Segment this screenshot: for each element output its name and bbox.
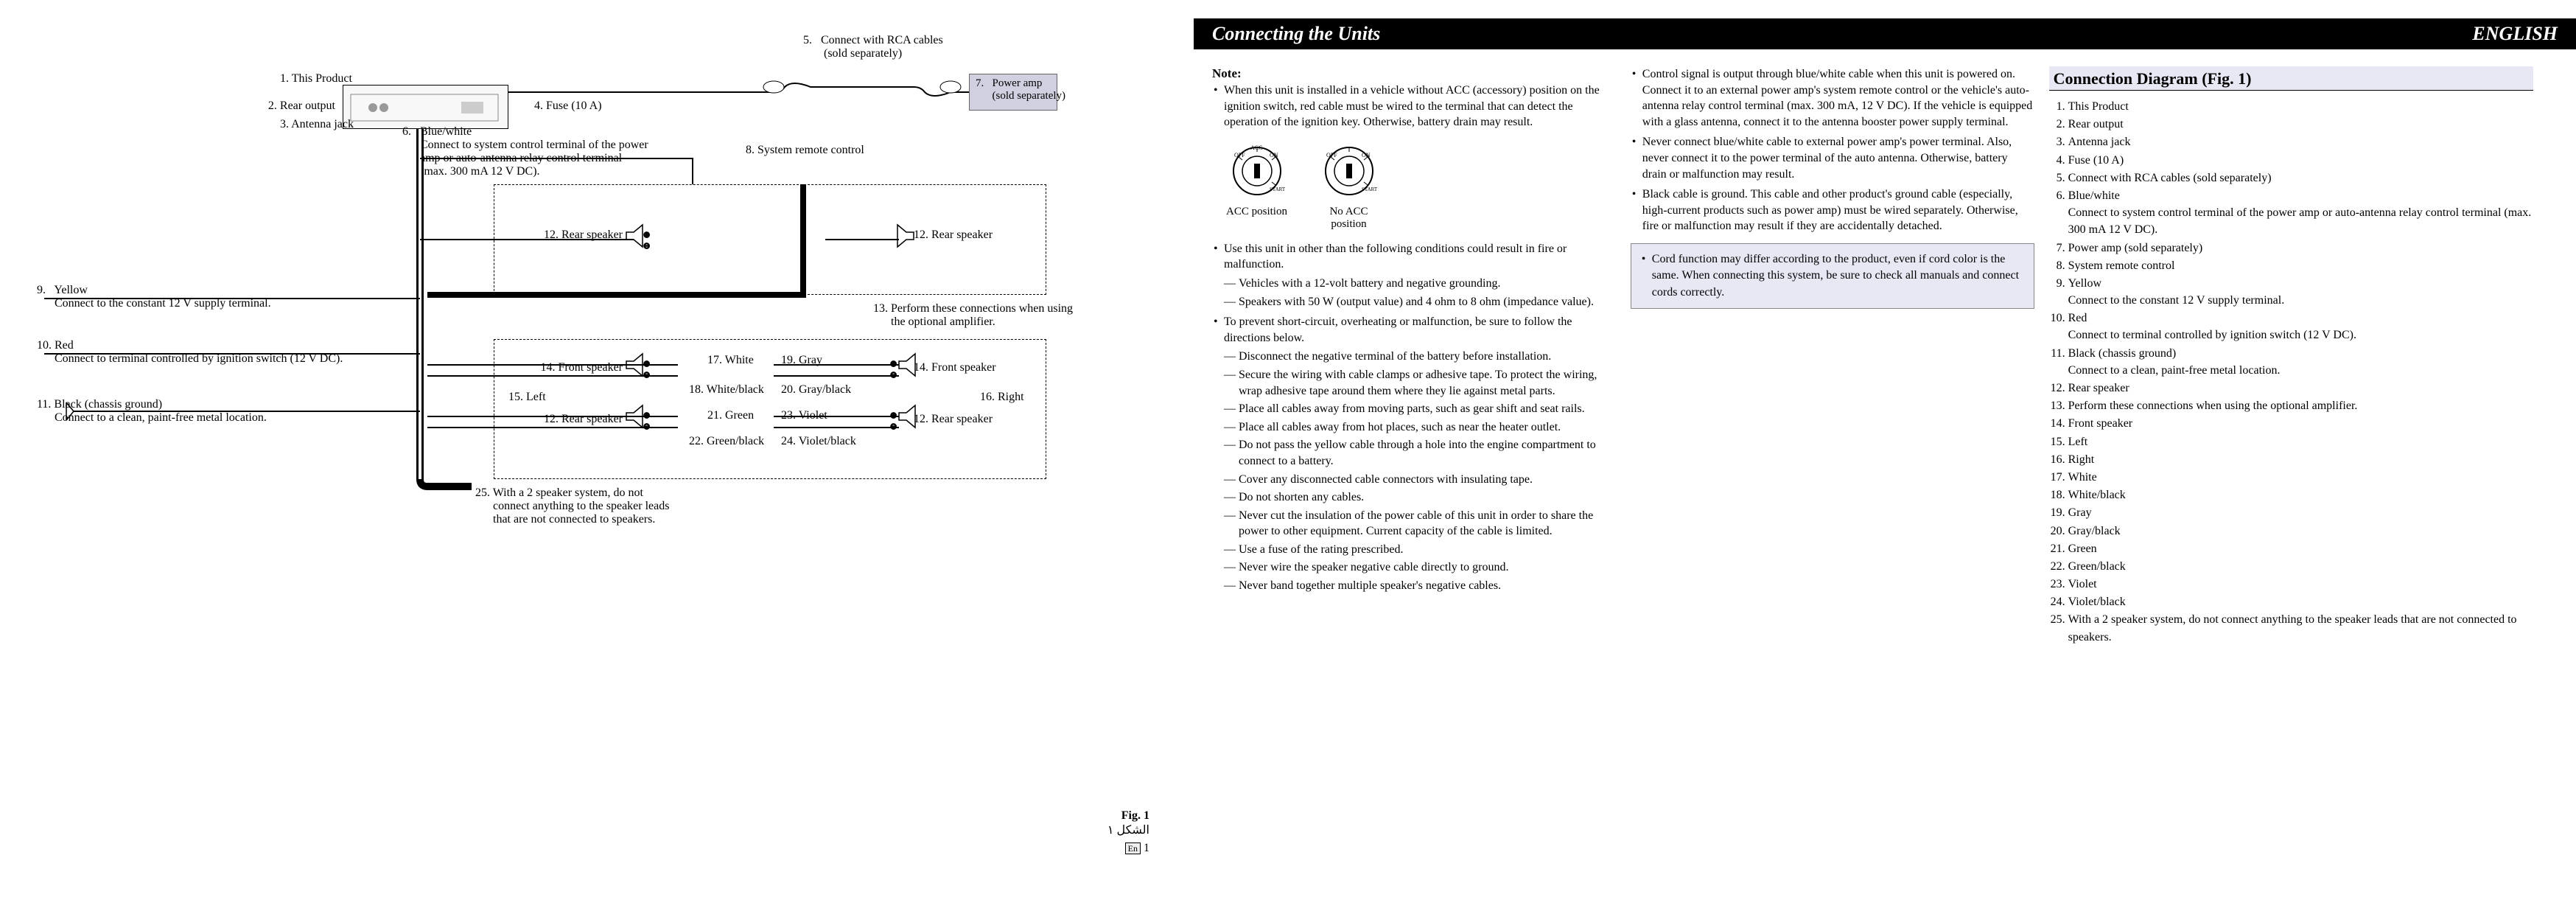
note-subitem: Vehicles with a 12-volt battery and nega… xyxy=(1224,276,1616,292)
note-item: Use this unit in other than the followin… xyxy=(1212,241,1616,310)
note-subitem: Do not shorten any cables. xyxy=(1224,489,1616,506)
cord-info-text: Cord function may differ according to th… xyxy=(1642,251,2023,301)
notes-col-1: Note: When this unit is installed in a v… xyxy=(1212,66,1616,646)
note-subitem: Secure the wiring with cable clamps or a… xyxy=(1224,367,1616,399)
note-heading: Note: xyxy=(1212,66,1616,81)
legend-item: 24.Violet/black xyxy=(2049,593,2533,610)
note-subitem: Use a fuse of the rating prescribed. xyxy=(1224,542,1616,558)
header-title: Connecting the Units xyxy=(1212,23,1380,45)
notes-col-2: Control signal is output through blue/wh… xyxy=(1631,66,2034,646)
legend-item: 4.Fuse (10 A) xyxy=(2049,152,2533,169)
note-subitem: Cover any disconnected cable connectors … xyxy=(1224,472,1616,488)
note-item: Black cable is ground. This cable and ot… xyxy=(1631,186,2034,234)
svg-text:⊕: ⊕ xyxy=(890,411,897,420)
dial-no-acc: OFFONSTARTNo ACC position xyxy=(1317,141,1380,231)
svg-text:⊖: ⊖ xyxy=(643,371,650,380)
legend-title: Connection Diagram (Fig. 1) xyxy=(2049,66,2533,91)
svg-text:ACC: ACC xyxy=(1250,144,1262,151)
legend-item: 8.System remote control xyxy=(2049,257,2533,274)
legend-item: 20.Gray/black xyxy=(2049,523,2533,540)
note-subitem: Never band together multiple speaker's n… xyxy=(1224,578,1616,594)
fig-ar: الشكل ١ xyxy=(1107,823,1149,837)
legend-item: 7.Power amp (sold separately) xyxy=(2049,240,2533,257)
svg-text:⊕: ⊕ xyxy=(643,231,650,240)
svg-text:ON: ON xyxy=(1270,152,1278,158)
svg-text:⊖: ⊖ xyxy=(643,242,650,251)
legend-item: 12.Rear speaker xyxy=(2049,380,2533,397)
note-item: Control signal is output through blue/wh… xyxy=(1631,66,2034,130)
svg-text:⊕: ⊕ xyxy=(643,411,650,420)
legend-item: 14.Front speaker xyxy=(2049,415,2533,432)
fig-page: 1 xyxy=(1144,842,1149,854)
svg-text:⊖: ⊖ xyxy=(643,422,650,431)
svg-text:⊕: ⊕ xyxy=(643,360,650,369)
legend-item: 9.YellowConnect to the constant 12 V sup… xyxy=(2049,275,2533,309)
legend-item: 11.Black (chassis ground)Connect to a cl… xyxy=(2049,345,2533,379)
legend-item: 13.Perform these connections when using … xyxy=(2049,397,2533,414)
note-subitem: Never cut the insulation of the power ca… xyxy=(1224,508,1616,540)
legend-item: 17.White xyxy=(2049,469,2533,486)
ignition-dials: OFFACCONSTARTACC positionOFFONSTARTNo AC… xyxy=(1225,141,1616,231)
legend-item: 23.Violet xyxy=(2049,576,2533,593)
legend-item: 3.Antenna jack xyxy=(2049,133,2533,150)
wire-svg: ⊕ ⊖ ⊕ ⊖ ⊕ ⊖ ⊕ ⊖ ⊕ ⊖ xyxy=(29,29,1164,885)
svg-text:ON: ON xyxy=(1362,152,1371,158)
legend-item: 25.With a 2 speaker system, do not conne… xyxy=(2049,611,2533,645)
svg-text:OFF: OFF xyxy=(1326,152,1337,158)
legend-item: 5.Connect with RCA cables (sold separate… xyxy=(2049,170,2533,186)
legend-item: 18.White/black xyxy=(2049,486,2533,503)
legend-item: 10.RedConnect to terminal controlled by … xyxy=(2049,310,2533,343)
svg-text:OFF: OFF xyxy=(1234,152,1245,158)
cord-info-box: Cord function may differ according to th… xyxy=(1631,243,2034,309)
legend-item: 19.Gray xyxy=(2049,504,2533,521)
note-subitem: Disconnect the negative terminal of the … xyxy=(1224,349,1616,365)
note-subitem: Place all cables away from moving parts,… xyxy=(1224,401,1616,417)
header-lang: ENGLISH xyxy=(2472,23,2558,45)
note-item: When this unit is installed in a vehicle… xyxy=(1212,83,1616,130)
legend-item: 22.Green/black xyxy=(2049,558,2533,575)
fig-en: Fig. 1 xyxy=(1107,809,1149,823)
note-item: Never connect blue/white cable to extern… xyxy=(1631,134,2034,182)
note-subitem: Speakers with 50 W (output value) and 4 … xyxy=(1224,294,1616,310)
right-page: Connecting the Units ENGLISH Note: When … xyxy=(1194,0,2576,914)
note-subitem: Do not pass the yellow cable through a h… xyxy=(1224,437,1616,469)
page-header: Connecting the Units ENGLISH xyxy=(1194,18,2576,49)
note-subitem: Place all cables away from hot places, s… xyxy=(1224,419,1616,436)
svg-text:⊕: ⊕ xyxy=(890,360,897,369)
svg-text:⊖: ⊖ xyxy=(890,422,897,431)
svg-text:START: START xyxy=(1270,186,1286,192)
wiring-diagram: 1. This Product 2. Rear output 3. Antenn… xyxy=(29,29,1164,885)
legend-item: 1.This Product xyxy=(2049,98,2533,115)
legend-item: 2.Rear output xyxy=(2049,116,2533,133)
legend-col: Connection Diagram (Fig. 1) 1.This Produ… xyxy=(2049,66,2533,646)
svg-text:START: START xyxy=(1362,186,1378,192)
legend-item: 16.Right xyxy=(2049,451,2533,468)
dial-acc: OFFACCONSTARTACC position xyxy=(1225,141,1288,231)
figure-caption: Fig. 1 الشكل ١ En 1 xyxy=(1107,809,1149,855)
legend-item: 6.Blue/whiteConnect to system control te… xyxy=(2049,187,2533,239)
note-subitem: Never wire the speaker negative cable di… xyxy=(1224,559,1616,576)
svg-text:⊖: ⊖ xyxy=(890,371,897,380)
legend-item: 15.Left xyxy=(2049,433,2533,450)
legend-item: 21.Green xyxy=(2049,540,2533,557)
note-item: To prevent short-circuit, overheating or… xyxy=(1212,314,1616,594)
